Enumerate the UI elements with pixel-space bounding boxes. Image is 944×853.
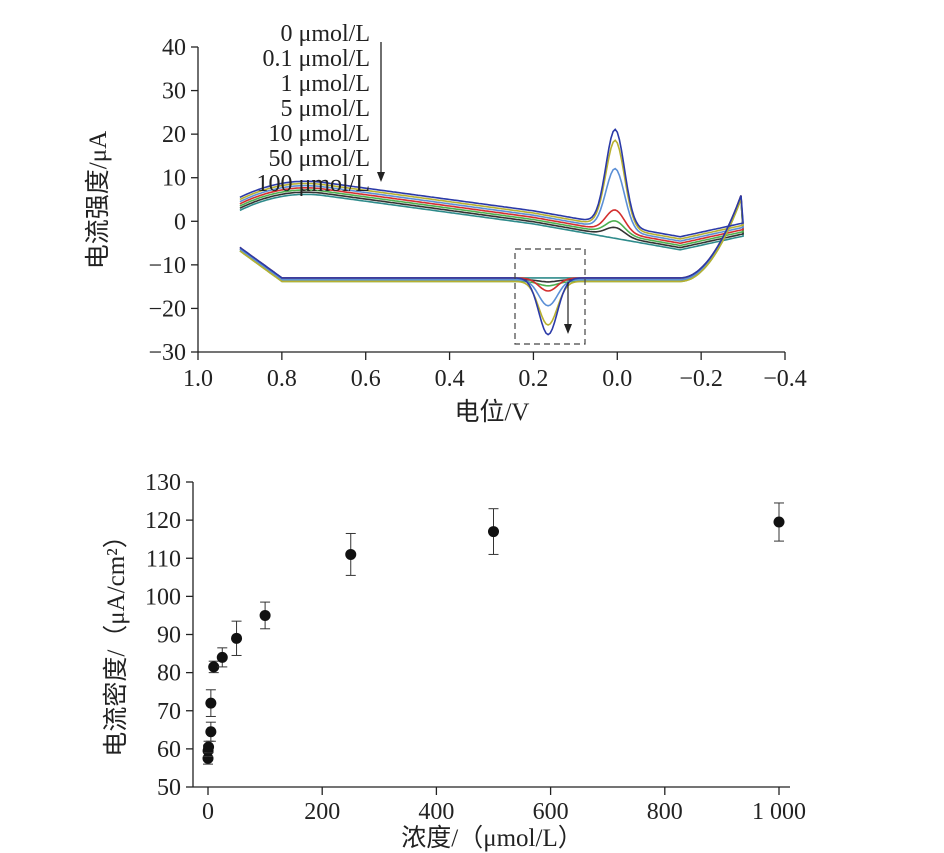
cv-series-line (239, 189, 744, 287)
cal-y-tick-label: 120 (145, 508, 181, 534)
cv-legend-entry: 10 μmol/L (268, 121, 370, 147)
cal-points (202, 502, 785, 765)
cv-y-tick-label: 20 (162, 122, 186, 148)
cv-x-tick-label: 0.8 (267, 366, 297, 392)
cv-y-tick-label: −20 (148, 296, 186, 322)
cv-x-tick-label: −0.4 (763, 366, 807, 392)
cal-y-tick-label: 70 (157, 699, 181, 725)
cal-x-tick-label: 800 (647, 799, 683, 825)
cal-data-point (216, 651, 228, 663)
cv-legend-entry: 5 μmol/L (280, 96, 370, 122)
cv-series-line (239, 128, 744, 336)
cv-curves (239, 128, 744, 336)
cv-x-tick-label: 0.2 (518, 366, 548, 392)
cal-data-point (202, 752, 214, 764)
cv-x-ticks: 1.0 0.8 0.6 0.4 0.2 0.0 −0.2 −0.4 (183, 352, 807, 392)
cal-y-tick-label: 60 (157, 737, 181, 763)
cal-x-tick-label: 0 (202, 799, 214, 825)
cv-x-label: 电位/V (454, 398, 529, 426)
cal-data-point (203, 741, 215, 753)
cv-y-label: 电流强度/μA (84, 131, 112, 269)
peak-arrow-head (564, 324, 572, 334)
cv-legend-entry: 100 μmol/L (256, 171, 370, 197)
cv-x-tick-label: 1.0 (183, 366, 213, 392)
cv-x-tick-label: −0.2 (679, 366, 723, 392)
cal-data-point (259, 609, 271, 621)
cv-y-tick-label: 0 (174, 209, 186, 235)
cal-data-point (488, 526, 499, 538)
cal-x-tick-label: 200 (304, 799, 340, 825)
cal-x-label: 浓度/（μmol/L） (401, 824, 582, 852)
cal-y-tick-label: 50 (157, 775, 181, 801)
cv-x-tick-label: 0.0 (602, 366, 632, 392)
cal-x-ticks: 0 200 400 600 800 1 000 (202, 787, 806, 825)
cal-y-ticks: 50 60 70 80 90 100 110 120 130 (145, 470, 193, 801)
cal-x-tick-label: 600 (533, 799, 569, 825)
cal-x-tick-label: 400 (418, 799, 454, 825)
cal-y-tick-label: 110 (146, 546, 181, 572)
cv-chart: 1.0 0.8 0.6 0.4 0.2 0.0 −0.2 −0.4 40 30 20 10 0 −10 −… (84, 21, 807, 426)
peak-highlight-box (514, 248, 586, 345)
cv-y-tick-label: 10 (162, 166, 186, 192)
cv-legend: 0 μmol/L0.1 μmol/L1 μmol/L5 μmol/L10 μmo… (256, 21, 370, 197)
cal-y-label: 电流密度/（μA/cm²） (102, 523, 130, 756)
cv-axes (197, 47, 785, 353)
cal-y-tick-label: 100 (145, 584, 181, 610)
cv-legend-entry: 0 μmol/L (280, 21, 370, 47)
cv-y-tick-label: 40 (162, 35, 186, 61)
cal-y-tick-label: 130 (145, 470, 181, 496)
cv-legend-entry: 1 μmol/L (280, 71, 370, 97)
cv-y-ticks: 40 30 20 10 0 −10 −20 −30 (148, 35, 198, 366)
cal-data-point (773, 516, 785, 528)
legend-arrow-head (377, 172, 385, 182)
cv-legend-entry: 0.1 μmol/L (262, 46, 370, 72)
cv-x-tick-label: 0.6 (351, 366, 381, 392)
cv-y-tick-label: 30 (162, 79, 186, 105)
cv-y-tick-label: −30 (148, 340, 186, 366)
cal-data-point (231, 632, 243, 644)
cv-x-tick-label: 0.4 (435, 366, 465, 392)
cv-series-line (239, 167, 744, 307)
calibration-chart: 0 200 400 600 800 1 000 50 60 70 80 90 100 110 120 13… (102, 470, 806, 852)
cal-data-point (205, 697, 217, 709)
cal-x-tick-label: 1 000 (752, 799, 806, 825)
cv-series-line (239, 139, 744, 326)
cal-data-point (208, 661, 220, 673)
cal-y-tick-label: 90 (157, 623, 181, 649)
cal-data-point (345, 548, 357, 560)
cv-y-tick-label: −10 (148, 253, 186, 279)
cal-data-point (205, 726, 217, 738)
cv-legend-entry: 50 μmol/L (268, 146, 370, 172)
cal-y-tick-label: 80 (157, 661, 181, 687)
